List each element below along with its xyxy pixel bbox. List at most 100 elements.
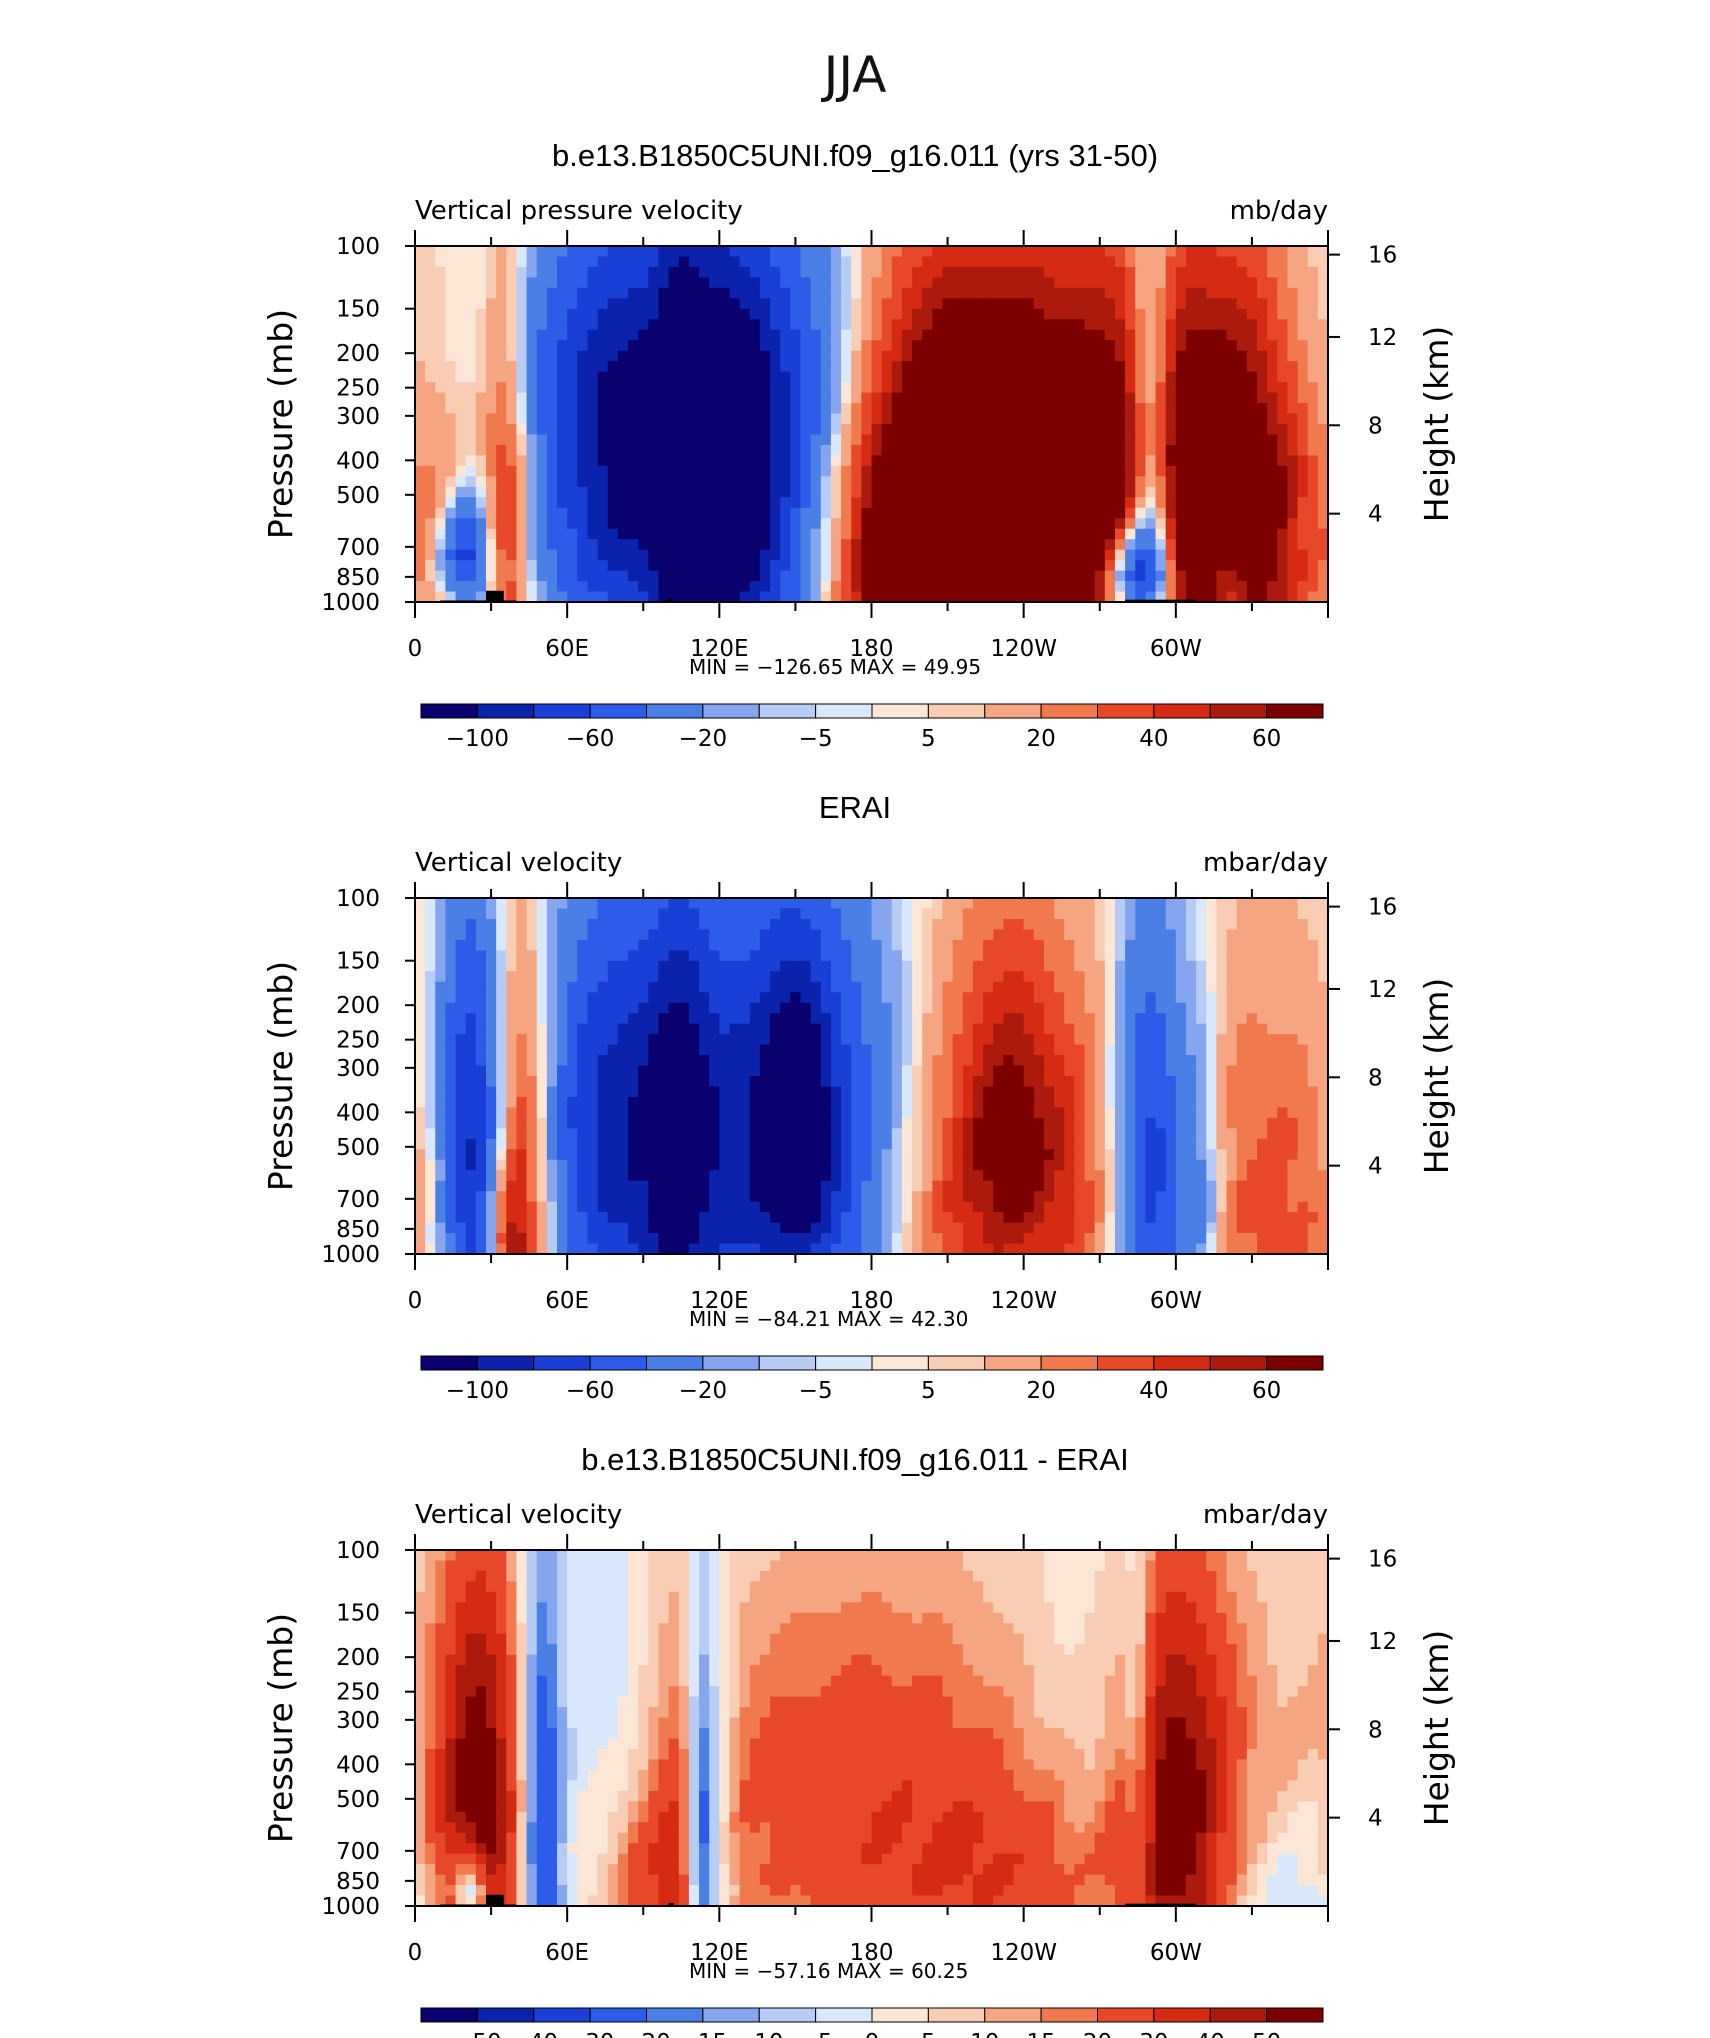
heatmap-cell: [688, 908, 700, 920]
heatmap-cell: [496, 1023, 507, 1035]
heatmap-cell: [1094, 1076, 1106, 1088]
heatmap-cell: [1023, 939, 1035, 951]
heatmap-cell: [415, 549, 426, 561]
heatmap-cell: [1256, 1076, 1268, 1088]
heatmap-cell: [597, 1086, 609, 1098]
heatmap-cell: [942, 908, 954, 920]
heatmap-cell: [1236, 960, 1248, 972]
heatmap-cell: [800, 1055, 812, 1067]
heatmap-cell: [587, 1065, 599, 1077]
heatmap-cell: [496, 1034, 507, 1046]
heatmap-cell: [475, 1034, 487, 1046]
heatmap-cell: [901, 929, 913, 941]
heatmap-cell: [475, 570, 487, 582]
heatmap-cell: [972, 340, 984, 352]
heatmap-cell: [1064, 1023, 1075, 1035]
heatmap-cell: [709, 898, 720, 910]
heatmap-cell: [557, 340, 568, 352]
heatmap-cell: [465, 992, 477, 1004]
heatmap-cell: [1206, 256, 1218, 268]
heatmap-cell: [1216, 908, 1228, 920]
heatmap-cell: [871, 898, 883, 910]
heatmap-cell: [516, 329, 528, 341]
heatmap-cell: [607, 1013, 619, 1025]
heatmap-cell: [1074, 371, 1086, 383]
heatmap-cell: [861, 591, 873, 603]
heatmap-cell: [1155, 403, 1167, 415]
heatmap-cell: [993, 570, 1004, 582]
heatmap-cell: [678, 476, 690, 488]
heatmap-cell: [912, 424, 923, 436]
heatmap-cell: [1074, 518, 1086, 530]
heatmap-cell: [780, 476, 791, 488]
heatmap-cell: [810, 918, 822, 931]
heatmap-cell: [567, 581, 578, 593]
heatmap-cell: [1135, 1013, 1146, 1025]
heatmap-cell: [932, 539, 944, 551]
heatmap-cell: [1196, 308, 1207, 320]
heatmap-cell: [932, 971, 944, 983]
heatmap-cell: [861, 298, 873, 310]
heatmap-cell: [841, 960, 852, 972]
heatmap-cell: [668, 560, 680, 572]
heatmap-cell: [425, 403, 436, 415]
heatmap-cell: [1033, 518, 1045, 530]
heatmap-cell: [465, 287, 477, 299]
heatmap-cell: [475, 287, 487, 299]
heatmap-cell: [800, 476, 812, 488]
heatmap-cell: [1125, 246, 1136, 258]
heatmap-cell: [516, 1096, 528, 1109]
heatmap-cell: [1125, 465, 1136, 477]
heatmap-cell: [1114, 908, 1126, 920]
heatmap-cell: [891, 434, 903, 446]
heatmap-cell: [1155, 287, 1167, 299]
heatmap-cell: [638, 539, 649, 551]
heatmap-cell: [830, 1044, 842, 1056]
heatmap-cell: [638, 308, 649, 320]
heatmap-cell: [1216, 971, 1228, 983]
heatmap-cell: [851, 581, 862, 593]
heatmap-cell: [638, 908, 649, 920]
heatmap-cell: [739, 266, 751, 279]
heatmap-cell: [952, 1086, 964, 1098]
heatmap-cell: [567, 507, 578, 519]
heatmap-cell: [1074, 486, 1086, 498]
heatmap-cell: [729, 929, 741, 941]
heatmap-cell: [455, 497, 467, 509]
heatmap-cell: [1246, 308, 1258, 320]
heatmap-cell: [770, 308, 781, 320]
heatmap-cell: [1125, 539, 1136, 551]
heatmap-cell: [1084, 392, 1096, 404]
heatmap-cell: [830, 1096, 842, 1109]
heatmap-cell: [1246, 319, 1258, 331]
heatmap-cell: [1043, 371, 1055, 383]
heatmap-cell: [1003, 1065, 1015, 1077]
heatmap-cell: [496, 1096, 507, 1109]
heatmap-cell: [922, 308, 933, 320]
heatmap-cell: [1165, 570, 1177, 582]
heatmap-cell: [922, 560, 933, 572]
heatmap-cell: [922, 918, 933, 931]
heatmap-cell: [1135, 960, 1146, 972]
heatmap-cell: [526, 266, 538, 279]
heatmap-cell: [1267, 392, 1278, 404]
heatmap-cell: [1054, 350, 1065, 362]
heatmap-cell: [658, 319, 670, 331]
heatmap-cell: [739, 581, 751, 593]
heatmap-cell: [1277, 340, 1289, 352]
heatmap-cell: [628, 960, 639, 972]
heatmap-cell: [952, 539, 964, 551]
heatmap-cell: [719, 1055, 731, 1067]
heatmap-cell: [658, 908, 670, 920]
heatmap-cell: [729, 1107, 741, 1119]
heatmap-cell: [628, 898, 639, 910]
heatmap-cell: [1013, 581, 1025, 593]
heatmap-cell: [1206, 528, 1218, 540]
heatmap-cell: [1135, 256, 1146, 268]
heatmap-cell: [1216, 591, 1228, 603]
heatmap-cell: [699, 434, 710, 446]
heatmap-cell: [780, 308, 791, 320]
heatmap-cell: [678, 591, 690, 603]
heatmap-cell: [861, 465, 873, 477]
heatmap-cell: [891, 266, 903, 279]
